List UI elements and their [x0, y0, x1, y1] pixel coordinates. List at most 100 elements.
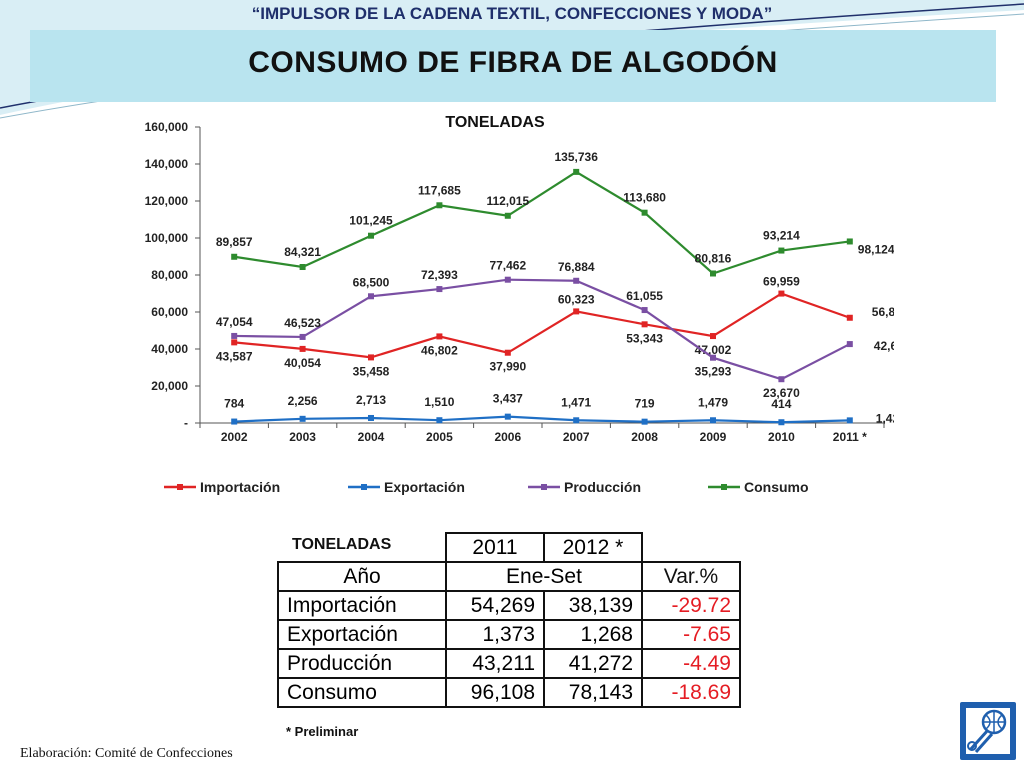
data-label: 2,713	[356, 393, 386, 407]
year-2012-header: 2012 *	[543, 532, 643, 563]
data-point	[231, 253, 238, 260]
data-point	[231, 332, 238, 339]
data-point	[436, 417, 443, 424]
slide-title: CONSUMO DE FIBRA DE ALGODÓN	[248, 46, 778, 79]
x-tick-label: 2005	[426, 430, 453, 444]
data-label: 35,458	[353, 364, 390, 378]
data-point	[641, 307, 648, 314]
data-label: 117,685	[418, 183, 461, 197]
table-header-row: Año Ene-Set Var.%	[277, 561, 741, 592]
data-label: 43,587	[216, 349, 253, 363]
data-label: 37,990	[489, 360, 526, 374]
line-chart: TONELADAS - 20,000 40,000 60,000 80,000 100,00…	[102, 103, 894, 513]
data-point	[641, 418, 648, 425]
table-row: Producción 43,211 41,272 -4.49	[277, 648, 741, 679]
x-tick-label: 2011 *	[833, 430, 867, 444]
data-label: 784	[224, 397, 244, 411]
data-label: 69,959	[763, 275, 800, 289]
y-tick-label: 60,000	[151, 305, 188, 319]
series-line	[234, 415, 850, 424]
legend-label: Importación	[200, 479, 280, 495]
data-label: 2,256	[288, 394, 318, 408]
data-point	[299, 345, 306, 352]
data-label: 1,471	[561, 395, 591, 409]
data-point	[368, 232, 374, 239]
data-point	[436, 286, 443, 293]
row-name: Exportación	[277, 619, 447, 650]
row-value-2011: 96,108	[445, 677, 545, 708]
y-tick-label: 40,000	[151, 342, 188, 356]
table-empty-cell	[642, 533, 740, 562]
row-value-2012: 1,268	[543, 619, 643, 650]
data-point	[641, 209, 648, 216]
data-point	[299, 415, 306, 422]
data-label: 47,002	[695, 343, 732, 357]
series-line	[234, 292, 851, 359]
y-tick-label: 160,000	[145, 120, 189, 134]
x-tick-label: 2009	[700, 430, 727, 444]
credit-text: Elaboración: Comité de Confecciones	[20, 746, 233, 761]
table-caption: TONELADAS	[292, 536, 392, 553]
data-point	[778, 290, 785, 297]
table-year-row: 2011 2012 *	[278, 532, 740, 563]
x-tick-label: 2008	[631, 430, 658, 444]
data-point	[299, 333, 306, 340]
data-point	[368, 293, 374, 300]
y-tick-label: 100,000	[145, 231, 189, 245]
data-point	[778, 376, 785, 383]
data-label: 93,214	[763, 229, 800, 243]
row-variation: -4.49	[641, 648, 741, 679]
data-point	[846, 238, 853, 245]
summary-table: 2011 2012 * Año Ene-Set Var.% Importació…	[277, 532, 741, 708]
data-label: 46,523	[284, 316, 321, 330]
legend-swatch-marker	[721, 484, 727, 490]
data-point	[778, 419, 785, 426]
data-label: 60,323	[558, 292, 595, 306]
data-label: 1,479	[698, 395, 728, 409]
data-label: 35,293	[695, 365, 732, 379]
data-label: 42,660	[874, 339, 894, 353]
series-line	[234, 170, 850, 275]
data-point	[573, 308, 580, 315]
data-point	[710, 333, 716, 340]
row-name: Consumo	[277, 677, 447, 708]
header-ano: Año	[277, 561, 447, 592]
data-label: 89,857	[216, 235, 253, 249]
x-tick-label: 2007	[563, 430, 590, 444]
data-label: 68,500	[353, 275, 390, 289]
data-label: 46,802	[421, 343, 458, 357]
data-point	[436, 202, 443, 209]
data-label: 1,510	[424, 395, 454, 409]
y-tick-label: 120,000	[145, 194, 189, 208]
title-band: CONSUMO DE FIBRA DE ALGODÓN	[30, 30, 996, 102]
data-label: 84,321	[284, 245, 321, 259]
row-value-2011: 54,269	[445, 590, 545, 621]
legend-swatch-marker	[361, 484, 367, 490]
data-point	[504, 413, 511, 420]
row-name: Importación	[277, 590, 447, 621]
data-label: 135,736	[555, 150, 599, 164]
data-point	[231, 339, 238, 346]
legend-label: Exportación	[384, 479, 465, 495]
data-label: 72,393	[421, 268, 458, 282]
data-point	[710, 354, 716, 361]
series-line	[234, 278, 851, 381]
year-2011-header: 2011	[445, 532, 545, 563]
data-point	[573, 417, 580, 424]
legend-label: Producción	[564, 479, 641, 495]
data-point	[231, 418, 238, 425]
data-point	[504, 349, 511, 356]
data-label: 47,054	[216, 315, 253, 329]
data-point	[504, 276, 511, 283]
data-label: 80,816	[695, 251, 732, 265]
x-tick-label: 2006	[494, 430, 521, 444]
row-name: Producción	[277, 648, 447, 679]
data-label: 113,680	[623, 191, 666, 205]
y-tick-label: 140,000	[145, 157, 189, 171]
x-tick-label: 2004	[358, 430, 385, 444]
data-point	[504, 212, 511, 219]
data-point	[368, 354, 374, 361]
row-variation: -7.65	[641, 619, 741, 650]
y-tick-label: 20,000	[151, 379, 188, 393]
slide-subtitle: “IMPULSOR DE LA CADENA TEXTIL, CONFECCIO…	[251, 4, 773, 23]
